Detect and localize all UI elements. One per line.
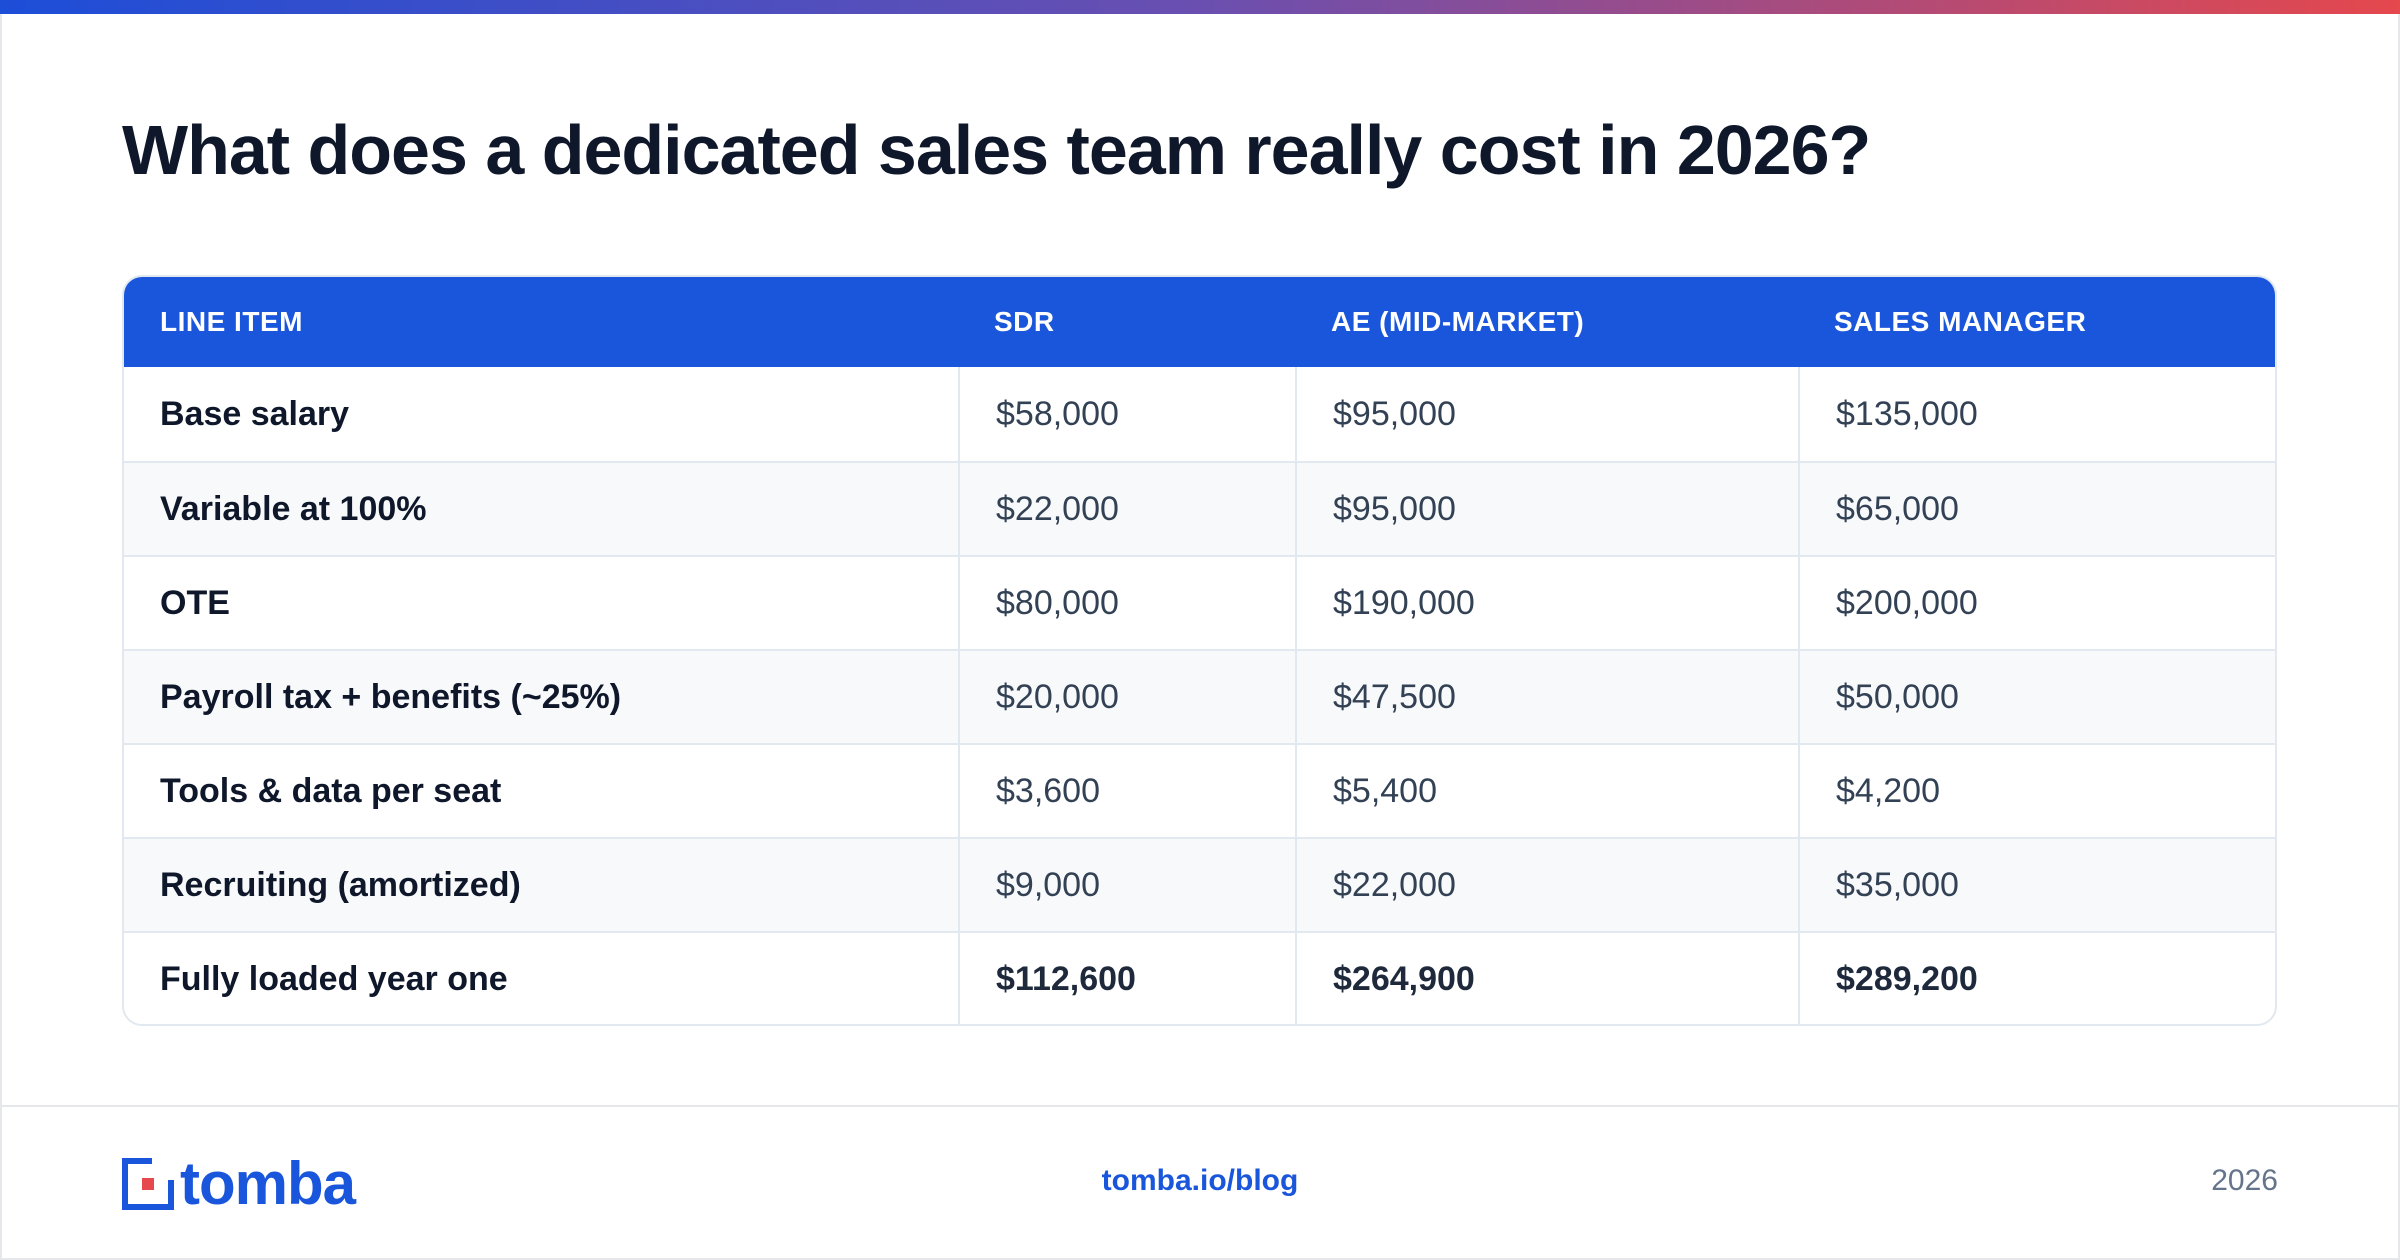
sdr-value: $58,000 [958,367,1295,461]
table-row: Base salary $58,000 $95,000 $135,000 [124,367,2275,461]
tomba-logo-icon [122,1158,174,1210]
blog-link[interactable]: tomba.io/blog [1101,1164,1299,1197]
table-row: Recruiting (amortized) $9,000 $22,000 $3… [124,837,2275,931]
sdr-value: $3,600 [958,745,1295,837]
row-label: Variable at 100% [160,489,427,528]
manager-value: $200,000 [1798,557,2275,649]
manager-value: $65,000 [1798,463,2275,555]
gradient-top-bar [0,0,2400,14]
ae-value: $5,400 [1295,745,1798,837]
manager-value: $35,000 [1798,839,2275,931]
sdr-value: $20,000 [958,651,1295,743]
row-label: Tools & data per seat [160,771,502,810]
ae-value: $95,000 [1295,463,1798,555]
ae-value: $22,000 [1295,839,1798,931]
table-row-total: Fully loaded year one $112,600 $264,900 … [124,931,2275,1024]
sdr-value: $80,000 [958,557,1295,649]
sdr-value: $9,000 [958,839,1295,931]
manager-value: $289,200 [1798,933,2275,1024]
table-body: Base salary $58,000 $95,000 $135,000 Var… [124,367,2275,1024]
table-row: Variable at 100% $22,000 $95,000 $65,000 [124,461,2275,555]
header-ae: AE (MID-MARKET) [1331,306,1585,337]
manager-value: $50,000 [1798,651,2275,743]
row-label: OTE [160,583,230,622]
row-label: Fully loaded year one [160,959,508,998]
footer-divider [0,1105,2400,1107]
logo-wordmark: tomba [180,1150,356,1217]
manager-value: $4,200 [1798,745,2275,837]
row-label: Payroll tax + benefits (~25%) [160,677,622,716]
sdr-value: $112,600 [958,933,1295,1024]
tomba-logo: tomba [122,1150,356,1217]
footer-year: 2026 [2211,1164,2278,1197]
sdr-value: $22,000 [958,463,1295,555]
header-sales-manager: SALES MANAGER [1834,306,2087,337]
ae-value: $95,000 [1295,367,1798,461]
header-line-item: LINE ITEM [160,306,303,337]
ae-value: $47,500 [1295,651,1798,743]
row-label: Base salary [160,394,350,433]
table-header: LINE ITEM SDR AE (MID-MARKET) SALES MANA… [124,277,2275,367]
table-row: Tools & data per seat $3,600 $5,400 $4,2… [124,743,2275,837]
manager-value: $135,000 [1798,367,2275,461]
page-title: What does a dedicated sales team really … [122,111,1871,189]
table-row: Payroll tax + benefits (~25%) $20,000 $4… [124,649,2275,743]
header-sdr: SDR [994,306,1055,337]
row-label: Recruiting (amortized) [160,865,521,904]
cost-table: LINE ITEM SDR AE (MID-MARKET) SALES MANA… [122,275,2277,1026]
table-row: OTE $80,000 $190,000 $200,000 [124,555,2275,649]
ae-value: $264,900 [1295,933,1798,1024]
ae-value: $190,000 [1295,557,1798,649]
